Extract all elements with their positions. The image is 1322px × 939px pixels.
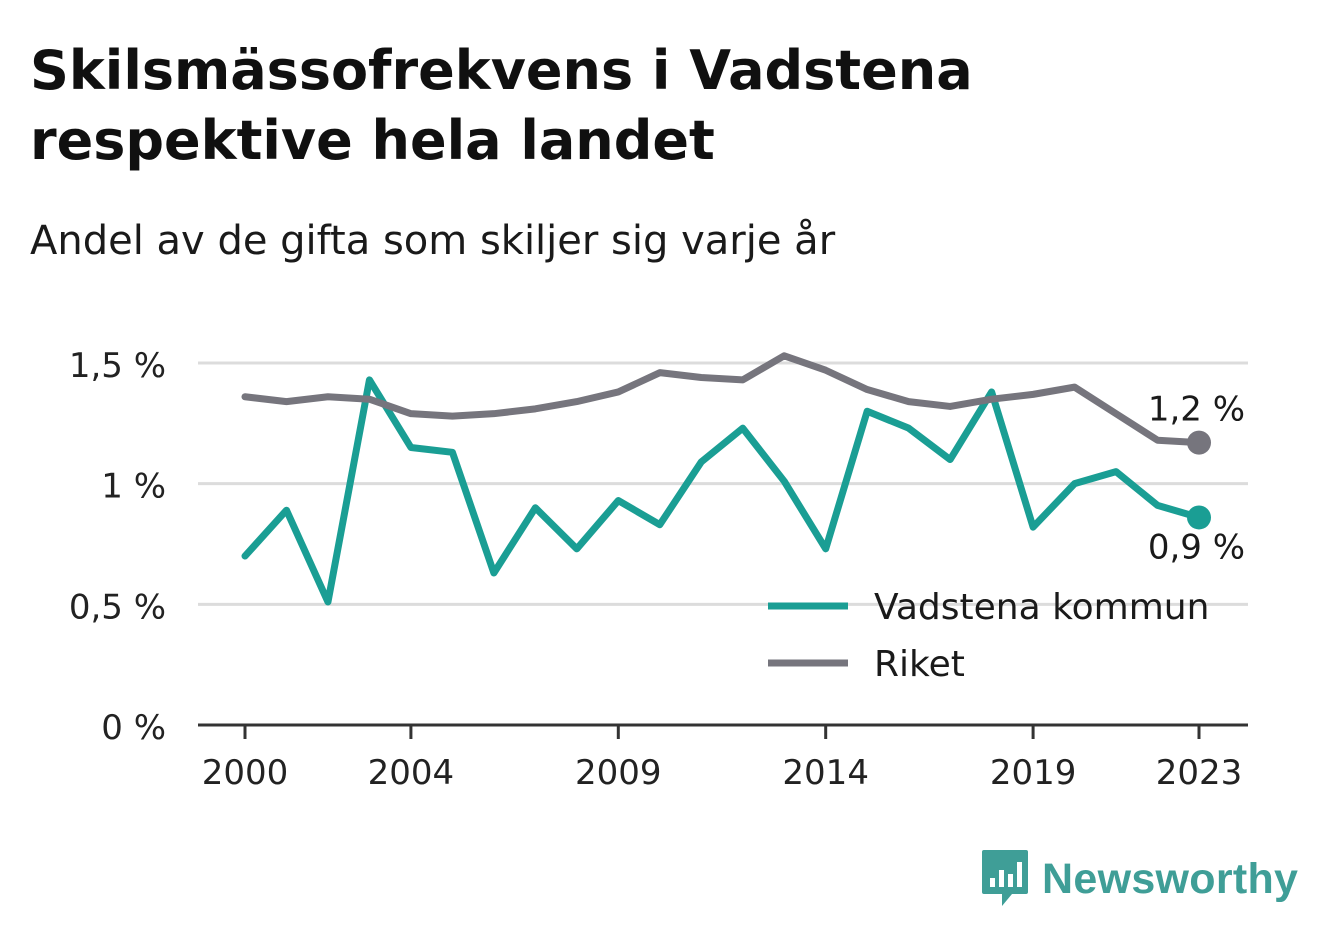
x-axis: 2000 2004 2009 2014 2019 2023 (198, 723, 1248, 793)
end-point-marker (1187, 505, 1211, 530)
y-tick-label: 1 % (101, 467, 166, 507)
series-line-riket (241, 352, 1203, 447)
y-tick-label: 0 % (101, 708, 166, 748)
chart-title: Skilsmässofrekvens i Vadstena respektive… (30, 39, 973, 172)
series-line-vadstena (241, 376, 1203, 606)
x-tick-label: 2014 (782, 753, 869, 793)
x-tick-label: 2004 (368, 753, 455, 793)
brand-name: Newsworthy (1042, 854, 1299, 903)
legend: Vadstena kommun Riket (768, 587, 1209, 685)
end-labels: 0,9 % 1,2 % (1148, 390, 1245, 568)
x-tick-label: 2019 (990, 753, 1077, 793)
legend-label: Riket (874, 644, 965, 685)
x-tick-label: 2023 (1156, 753, 1243, 793)
end-value-label: 1,2 % (1148, 390, 1245, 430)
chart-subtitle: Andel av de gifta som skiljer sig varje … (30, 218, 836, 264)
series-lines (241, 352, 1211, 606)
end-value-label: 0,9 % (1148, 527, 1245, 567)
x-tick-label: 2000 (202, 753, 289, 793)
y-tick-label: 0,5 % (69, 587, 166, 627)
x-tick-label: 2009 (575, 753, 662, 793)
newsworthy-logo-icon (982, 850, 1028, 906)
end-point-marker (1187, 430, 1211, 455)
y-tick-label: 1,5 % (69, 346, 166, 386)
y-axis-labels: 0 % 0,5 % 1 % 1,5 % (69, 346, 166, 748)
legend-label: Vadstena kommun (874, 587, 1209, 628)
newsworthy-logo: Newsworthy (980, 848, 1298, 910)
